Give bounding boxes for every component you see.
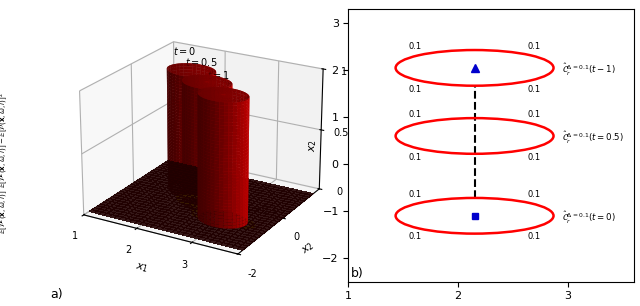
Text: $\hat{\mathcal{C}}_r^{\Delta=0.1}(t=0.5)$: $\hat{\mathcal{C}}_r^{\Delta=0.1}(t=0.5)… (563, 130, 624, 146)
Text: $\mathbb{E}[\mathcal{P}^2(\mathbf{x},\omega,l)] - \mathbb{E}[\mathcal{P}(\mathbf: $\mathbb{E}[\mathcal{P}^2(\mathbf{x},\om… (0, 92, 10, 188)
Text: $\hat{\mathcal{C}}_r^{\Delta=0.1}(t-1)$: $\hat{\mathcal{C}}_r^{\Delta=0.1}(t-1)$ (563, 62, 616, 78)
Text: 0.1: 0.1 (408, 84, 421, 94)
Text: 0.1: 0.1 (528, 190, 541, 199)
Text: 0.1: 0.1 (528, 84, 541, 94)
Text: a): a) (51, 288, 63, 301)
Y-axis label: $x_2$: $x_2$ (300, 239, 317, 256)
Text: 0.1: 0.1 (408, 190, 421, 199)
Text: 0.1: 0.1 (408, 110, 421, 119)
Text: 0.1: 0.1 (408, 233, 421, 241)
Text: 0.1: 0.1 (528, 42, 541, 51)
Text: 0.1: 0.1 (408, 42, 421, 51)
Text: 0.1: 0.1 (408, 153, 421, 162)
Text: 0.1: 0.1 (528, 153, 541, 162)
Text: $\mathbb{E}[\mathcal{P}^2(\mathbf{x},\omega,l)]$: $\mathbb{E}[\mathcal{P}^2(\mathbf{x},\om… (0, 190, 10, 234)
Text: $\hat{\mathcal{C}}_r^{\Delta=0.1}(t=0)$: $\hat{\mathcal{C}}_r^{\Delta=0.1}(t=0)$ (563, 210, 616, 226)
Text: b): b) (351, 267, 364, 280)
Text: 0.1: 0.1 (528, 233, 541, 241)
X-axis label: $x_1$: $x_1$ (134, 260, 150, 275)
Y-axis label: $x_2$: $x_2$ (308, 139, 319, 152)
Text: 0.1: 0.1 (528, 110, 541, 119)
